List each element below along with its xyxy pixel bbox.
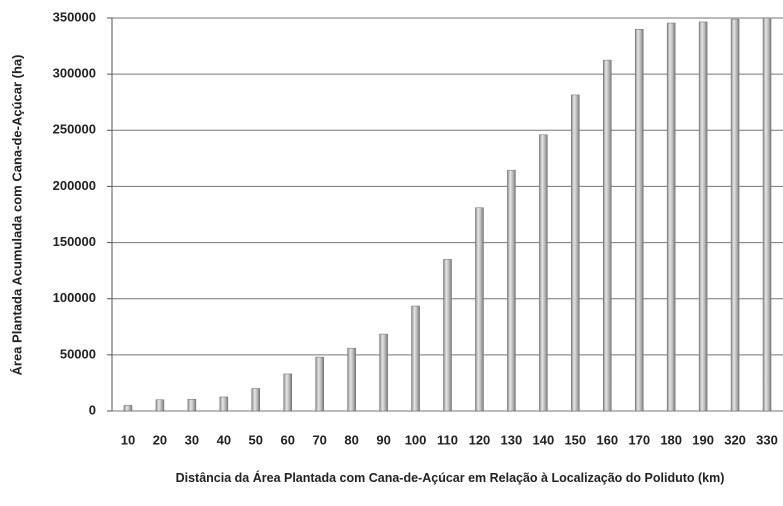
x-tick-label: 320 bbox=[724, 432, 746, 447]
x-tick-label: 80 bbox=[344, 432, 358, 447]
x-tick-label: 20 bbox=[153, 432, 167, 447]
bar bbox=[634, 28, 644, 412]
bar bbox=[571, 94, 580, 412]
x-tick-label: 160 bbox=[596, 432, 618, 447]
x-tick-label: 120 bbox=[469, 432, 491, 447]
bar bbox=[155, 399, 165, 412]
y-tick-label: 50000 bbox=[60, 346, 96, 361]
x-tick-label: 50 bbox=[249, 432, 263, 447]
y-tick-label: 200000 bbox=[53, 178, 96, 193]
x-tick-label: 140 bbox=[533, 432, 555, 447]
bar bbox=[379, 333, 388, 412]
bar bbox=[443, 259, 452, 412]
bar bbox=[187, 398, 197, 412]
bar bbox=[475, 207, 484, 412]
bar bbox=[666, 22, 676, 412]
bar bbox=[730, 18, 740, 412]
x-tick-label: 330 bbox=[756, 432, 778, 447]
x-tick-label: 170 bbox=[628, 432, 650, 447]
x-tick-label: 70 bbox=[312, 432, 326, 447]
bar bbox=[603, 59, 612, 412]
y-axis-title: Área Plantada Acumulada com Cana-de-Açúc… bbox=[9, 55, 24, 376]
bar bbox=[219, 396, 229, 412]
y-tick-label: 250000 bbox=[53, 122, 96, 137]
x-tick-label: 90 bbox=[376, 432, 390, 447]
x-tick-label: 180 bbox=[660, 432, 682, 447]
x-tick-label: 190 bbox=[692, 432, 714, 447]
x-tick-label: 30 bbox=[185, 432, 199, 447]
y-tick-label: 0 bbox=[89, 402, 96, 417]
bar bbox=[283, 373, 292, 412]
bar bbox=[411, 305, 420, 412]
bar bbox=[315, 356, 324, 412]
y-tick-label: 350000 bbox=[53, 9, 96, 24]
y-tick-label: 100000 bbox=[53, 290, 96, 305]
bar bbox=[698, 21, 708, 412]
bar bbox=[762, 17, 772, 412]
y-tick-label: 150000 bbox=[53, 234, 96, 249]
x-tick-label: 10 bbox=[121, 432, 135, 447]
bar bbox=[507, 169, 516, 412]
bar bbox=[251, 388, 261, 412]
x-tick-label: 110 bbox=[437, 432, 458, 447]
x-axis-title: Distância da Área Plantada com Cana-de-A… bbox=[175, 471, 725, 485]
x-tick-label: 130 bbox=[501, 432, 523, 447]
x-tick-label: 100 bbox=[405, 432, 427, 447]
x-tick-label: 40 bbox=[217, 432, 231, 447]
y-tick-label: 300000 bbox=[53, 66, 96, 81]
bar bbox=[347, 347, 356, 412]
bar bbox=[123, 405, 133, 412]
x-tick-label: 60 bbox=[281, 432, 295, 447]
bar bbox=[539, 134, 548, 412]
x-tick-label: 150 bbox=[564, 432, 586, 447]
